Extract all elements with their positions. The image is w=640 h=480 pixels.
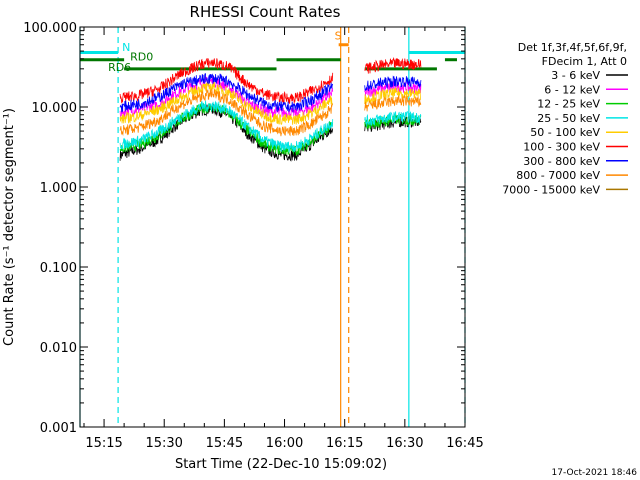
chart-title: RHESSI Count Rates <box>190 3 341 21</box>
legend-label-1: 6 - 12 keV <box>544 83 600 96</box>
annotation-rd6: RD6 <box>108 61 131 74</box>
series-6-segment-1 <box>364 75 422 92</box>
legend-header-line-2: FDecim 1, Att 0 <box>542 55 627 68</box>
series-5-segment-0 <box>119 58 334 105</box>
x-tick-label-6: 16:45 <box>446 436 483 451</box>
y-tick-label-2: 0.100 <box>40 261 77 276</box>
footer-timestamp: 17-Oct-2021 18:46 <box>552 468 638 478</box>
x-axis-label: Start Time (22-Dec-10 15:09:02) <box>175 457 387 472</box>
series-3-segment-1 <box>364 111 422 127</box>
legend-label-5: 100 - 300 keV <box>523 141 600 154</box>
y-tick-label-0: 0.001 <box>40 421 77 436</box>
x-tick-label-0: 15:15 <box>85 436 122 451</box>
y-tick-label-5: 100.000 <box>23 21 77 36</box>
x-tick-label-4: 16:15 <box>326 436 363 451</box>
x-tick-label-2: 15:45 <box>206 436 243 451</box>
series-5-segment-1 <box>364 56 422 74</box>
legend-label-0: 3 - 6 keV <box>551 69 600 82</box>
series-6-segment-0 <box>119 73 334 113</box>
legend-header-line-1: Det 1f,3f,4f,5f,6f,9f, <box>518 41 627 54</box>
y-tick-label-1: 0.010 <box>40 341 77 356</box>
annotation-n: N <box>122 41 130 54</box>
x-tick-label-5: 16:30 <box>386 436 423 451</box>
y-tick-label-3: 1.000 <box>40 181 77 196</box>
series-7-segment-0 <box>119 88 333 137</box>
axis-layer: 0.001 0.010 0.100 1.000 10.000 100.000 15:15 15… <box>23 21 484 451</box>
legend-label-4: 50 - 100 keV <box>530 126 600 139</box>
annotation-rd0: RD0 <box>130 51 153 64</box>
legend-label-7: 800 - 7000 keV <box>516 169 600 182</box>
legend-label-6: 300 - 800 keV <box>523 155 600 168</box>
y-tick-label-4: 10.000 <box>32 101 78 116</box>
x-tick-label-3: 16:00 <box>266 436 303 451</box>
series-4-segment-1 <box>364 87 422 105</box>
series-7-segment-1 <box>364 94 422 112</box>
x-tick-label-1: 15:30 <box>145 436 182 451</box>
series-layer <box>119 56 422 162</box>
legend-label-2: 12 - 25 keV <box>537 98 600 111</box>
legend: Det 1f,3f,4f,5f,6f,9f, FDecim 1, Att 0 3… <box>502 41 628 196</box>
plot-frame <box>79 26 466 428</box>
annotation-s: S <box>335 29 342 42</box>
legend-label-8: 7000 - 15000 keV <box>502 183 600 196</box>
y-axis-label: Count Rate (s⁻¹ detector segment⁻¹) <box>2 108 17 346</box>
legend-label-3: 25 - 50 keV <box>537 112 600 125</box>
series-4-segment-0 <box>119 81 334 125</box>
series-3-segment-0 <box>119 100 334 153</box>
